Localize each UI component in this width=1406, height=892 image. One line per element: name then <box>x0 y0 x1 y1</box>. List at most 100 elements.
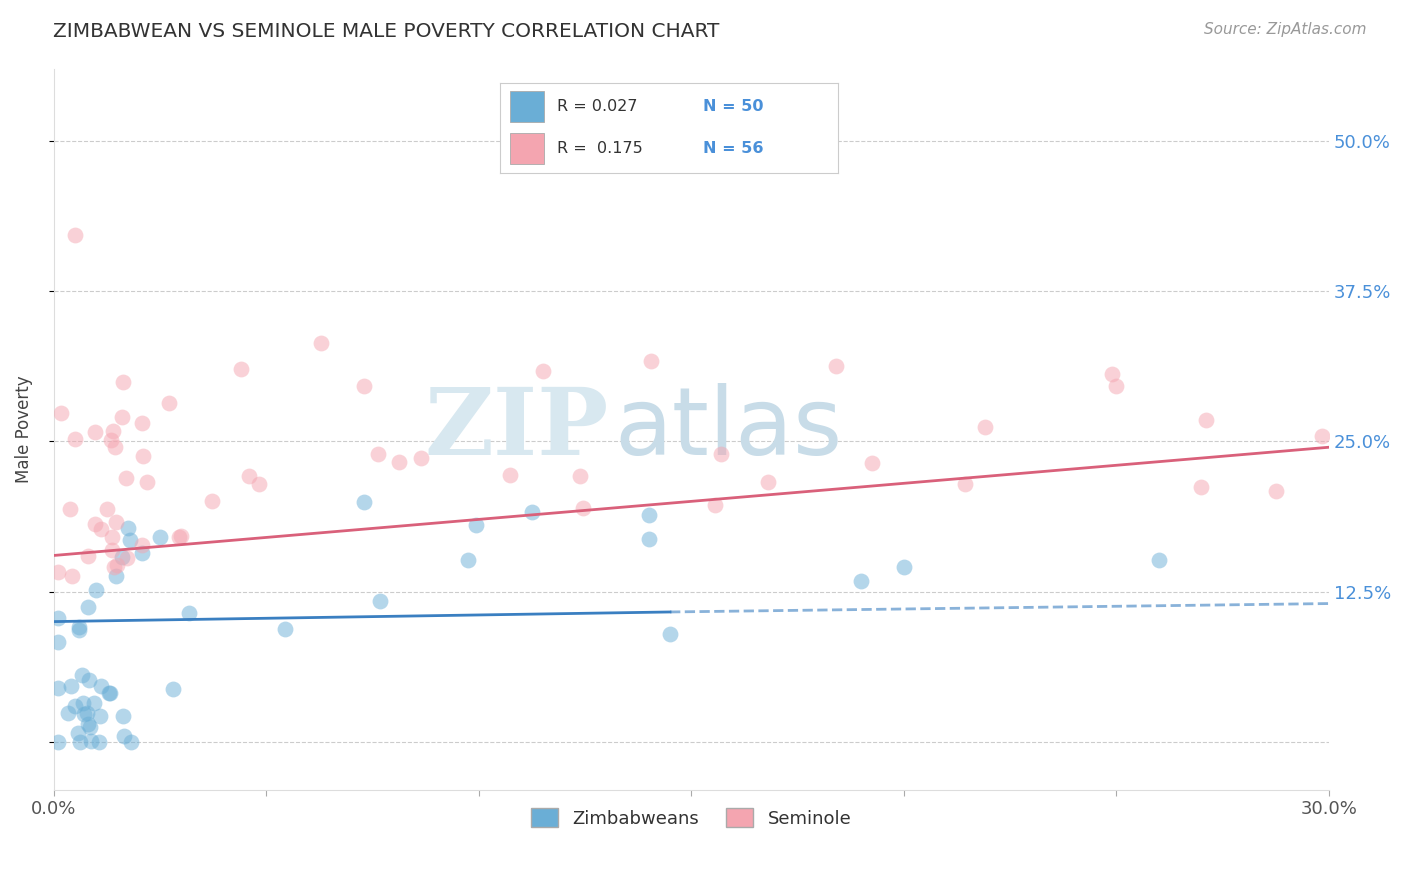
Seminole <box>100 542 122 557</box>
Seminole <box>231 362 253 376</box>
Seminole <box>1264 484 1286 499</box>
Seminole <box>572 500 595 515</box>
Seminole <box>131 538 153 552</box>
Zimbabweans <box>1147 553 1170 567</box>
Seminole <box>1189 480 1212 494</box>
Seminole <box>114 470 136 484</box>
Zimbabweans <box>67 620 90 634</box>
Zimbabweans <box>77 673 100 688</box>
Zimbabweans <box>63 698 86 713</box>
Zimbabweans <box>179 606 201 620</box>
Seminole <box>63 228 86 243</box>
Seminole <box>409 451 432 466</box>
Seminole <box>167 530 190 544</box>
Seminole <box>101 425 124 439</box>
Zimbabweans <box>67 623 90 637</box>
Zimbabweans <box>76 599 98 614</box>
Zimbabweans <box>162 681 184 696</box>
Zimbabweans <box>111 550 134 565</box>
Zimbabweans <box>464 518 486 533</box>
Zimbabweans <box>274 622 297 636</box>
Zimbabweans <box>851 574 873 588</box>
Seminole <box>111 409 134 424</box>
Zimbabweans <box>86 583 108 598</box>
Zimbabweans <box>58 706 80 720</box>
Zimbabweans <box>98 686 121 700</box>
Zimbabweans <box>46 735 69 749</box>
Zimbabweans <box>46 611 69 625</box>
Zimbabweans <box>353 494 375 508</box>
Zimbabweans <box>98 686 121 700</box>
Zimbabweans <box>520 505 543 519</box>
Seminole <box>709 447 731 461</box>
Seminole <box>135 475 157 489</box>
Seminole <box>170 529 193 543</box>
Zimbabweans <box>66 725 89 739</box>
Seminole <box>388 455 411 469</box>
Zimbabweans <box>89 709 111 723</box>
Seminole <box>1195 413 1218 427</box>
Zimbabweans <box>60 679 83 693</box>
Seminole <box>1105 378 1128 392</box>
Zimbabweans <box>46 681 69 696</box>
Seminole <box>46 566 69 580</box>
Zimbabweans <box>637 532 659 546</box>
Seminole <box>49 405 72 419</box>
Zimbabweans <box>76 706 98 721</box>
Seminole <box>367 447 389 461</box>
Seminole <box>353 379 375 393</box>
Seminole <box>974 420 997 434</box>
Zimbabweans <box>83 697 105 711</box>
Seminole <box>159 396 181 410</box>
Zimbabweans <box>893 560 915 574</box>
Seminole <box>531 364 554 378</box>
Zimbabweans <box>149 530 172 544</box>
Seminole <box>568 468 591 483</box>
Zimbabweans <box>120 533 142 547</box>
Seminole <box>824 359 846 373</box>
Zimbabweans <box>77 717 100 731</box>
Text: ZIMBABWEAN VS SEMINOLE MALE POVERTY CORRELATION CHART: ZIMBABWEAN VS SEMINOLE MALE POVERTY CORR… <box>53 22 720 41</box>
Zimbabweans <box>87 735 110 749</box>
Seminole <box>132 449 155 463</box>
Seminole <box>105 558 128 573</box>
Seminole <box>247 477 270 491</box>
Seminole <box>117 551 139 566</box>
Seminole <box>104 440 127 454</box>
Seminole <box>756 475 779 490</box>
Zimbabweans <box>457 553 479 567</box>
Text: ZIP: ZIP <box>425 384 609 475</box>
Seminole <box>955 477 977 491</box>
Text: atlas: atlas <box>614 384 844 475</box>
Seminole <box>499 468 522 483</box>
Y-axis label: Male Poverty: Male Poverty <box>15 376 32 483</box>
Seminole <box>860 456 883 470</box>
Zimbabweans <box>90 679 112 693</box>
Zimbabweans <box>112 729 135 743</box>
Zimbabweans <box>73 706 96 721</box>
Seminole <box>77 549 100 564</box>
Seminole <box>640 354 662 368</box>
Seminole <box>1101 367 1123 381</box>
Zimbabweans <box>659 627 682 641</box>
Zimbabweans <box>111 709 134 723</box>
Zimbabweans <box>69 735 91 749</box>
Seminole <box>112 375 135 389</box>
Seminole <box>131 416 153 430</box>
Zimbabweans <box>79 720 101 734</box>
Seminole <box>100 433 122 447</box>
Legend: Zimbabweans, Seminole: Zimbabweans, Seminole <box>524 801 859 835</box>
Seminole <box>83 517 105 532</box>
Seminole <box>105 515 128 529</box>
Seminole <box>704 498 727 512</box>
Text: Source: ZipAtlas.com: Source: ZipAtlas.com <box>1204 22 1367 37</box>
Zimbabweans <box>637 508 659 522</box>
Zimbabweans <box>105 569 128 583</box>
Zimbabweans <box>80 734 103 748</box>
Seminole <box>238 469 260 483</box>
Seminole <box>309 336 332 351</box>
Zimbabweans <box>131 546 153 560</box>
Zimbabweans <box>117 521 139 535</box>
Seminole <box>84 425 107 439</box>
Seminole <box>201 494 224 508</box>
